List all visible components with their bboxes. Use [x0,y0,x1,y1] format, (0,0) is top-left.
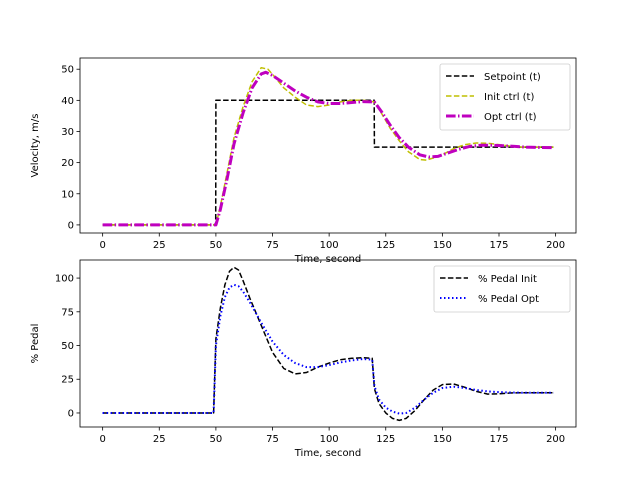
x-tick-label: 0 [99,240,105,251]
x-tick-label: 175 [489,434,508,445]
legend-box [439,63,571,131]
legend-box [433,265,571,313]
series-line-2 [102,283,554,415]
y-tick-label: 50 [61,65,74,76]
x-axis-label: Time, second [294,448,362,459]
y-axis-label: % Pedal [30,324,41,364]
x-tick-label: 150 [433,240,452,251]
x-tick-label: 100 [320,434,339,445]
series-line-1 [102,99,554,226]
series-line-1 [102,266,554,422]
series-group [102,66,554,227]
x-tick-label: 200 [546,434,565,445]
y-tick-label: 0 [68,220,74,231]
legend-label-2: Init ctrl (t) [484,92,534,103]
legend-label-3: Opt ctrl (t) [484,112,537,123]
x-tick-label: 75 [266,240,279,251]
y-tick-label: 10 [61,189,74,200]
velocity-chart: 0 25 50 75 100 125 150 175 200 0 10 20 30 40 50 Time, s… [30,57,577,265]
y-axis-label: Velocity, m/s [30,114,41,178]
x-tick-label: 125 [376,434,395,445]
y-tick-label: 30 [61,127,74,138]
x-tick-label: 125 [376,240,395,251]
y-tick-label: 100 [55,274,74,285]
legend-label-1: % Pedal Init [478,274,537,285]
y-tick-label: 75 [61,307,74,318]
x-tick-label: 50 [210,240,223,251]
y-tick-label: 25 [61,375,74,386]
y-tick-label: 50 [61,341,74,352]
x-tick-label: 75 [266,434,279,445]
plot-frame [79,259,577,428]
x-tick-label: 100 [320,240,339,251]
x-tick-label: 200 [546,240,565,251]
pedal-chart: 0 25 50 75 100 125 150 175 200 0 25 50 75 100 Time, se… [30,259,577,459]
y-tick-label: 0 [68,408,74,419]
legend-label-2: % Pedal Opt [478,294,539,305]
legend: % Pedal Init % Pedal Opt [433,265,571,313]
legend-label-1: Setpoint (t) [484,72,541,83]
x-tick-label: 175 [489,240,508,251]
plot-frame [79,57,577,234]
series-line-3 [102,70,554,227]
x-tick-label: 25 [153,240,166,251]
series-group [102,266,554,422]
x-axis-label: Time, second [294,254,362,265]
x-tick-label: 25 [153,434,166,445]
y-tick-label: 20 [61,158,74,169]
x-tick-label: 150 [433,434,452,445]
series-line-2 [102,66,554,226]
x-tick-label: 0 [99,434,105,445]
x-tick-label: 50 [210,434,223,445]
legend: Setpoint (t) Init ctrl (t) Opt ctrl (t) [439,63,571,131]
y-tick-label: 40 [61,96,74,107]
